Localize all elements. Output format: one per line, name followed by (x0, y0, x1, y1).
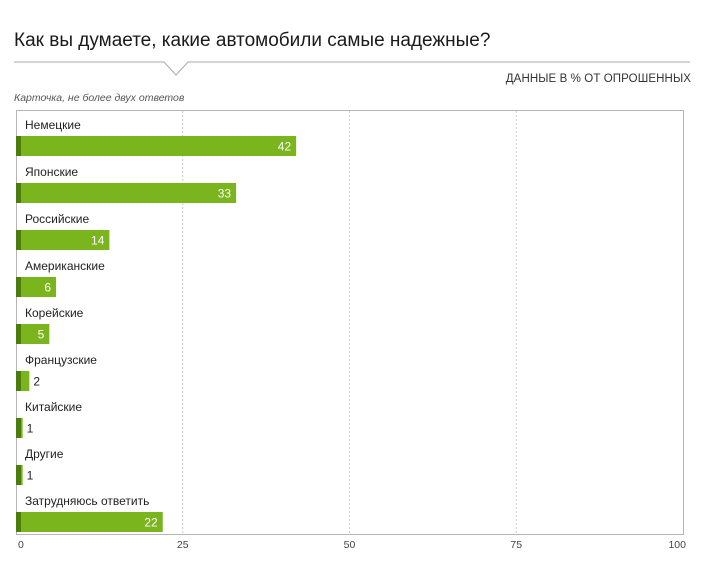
x-tick-label: 75 (510, 539, 522, 551)
value-label: 22 (144, 516, 158, 530)
value-label: 1 (27, 469, 34, 483)
value-label: 6 (44, 281, 51, 295)
category-label: Немецкие (25, 118, 81, 132)
x-axis-ticks: 0 25 50 75 100 (18, 539, 686, 551)
bar-accent (16, 512, 21, 532)
bar (16, 512, 163, 532)
bar-accent (16, 371, 21, 391)
value-label: 14 (91, 234, 105, 248)
card-note: Карточка, не более двух ответов (14, 92, 185, 104)
category-label: Затрудняюсь ответить (25, 494, 149, 508)
grid-lines (182, 111, 517, 534)
bar (16, 324, 50, 344)
value-label: 33 (218, 187, 232, 201)
value-label: 1 (27, 422, 34, 436)
category-label: Японские (25, 165, 78, 179)
header-divider (14, 61, 690, 76)
bar-accent (16, 465, 21, 485)
page-title: Как вы думаете, какие автомобили самые н… (14, 30, 491, 51)
x-tick-label: 25 (177, 539, 189, 551)
plot-frame (16, 110, 684, 535)
category-label: Другие (25, 447, 64, 461)
category-label: Китайские (25, 400, 82, 414)
x-tick-label: 50 (344, 539, 356, 551)
category-label: Французские (25, 353, 97, 367)
bar (16, 230, 110, 250)
bar-accent (16, 277, 21, 297)
category-label: Корейские (25, 306, 84, 320)
bar (16, 277, 57, 297)
value-label: 5 (38, 328, 45, 342)
bar-accent (16, 136, 21, 156)
x-tick-label: 0 (18, 539, 24, 551)
bar (16, 183, 237, 203)
value-label: 42 (278, 140, 292, 154)
category-label: Российские (25, 212, 90, 226)
bar-accent (16, 324, 21, 344)
bar (16, 136, 297, 156)
category-label: Американские (25, 259, 105, 273)
value-label: 2 (33, 375, 40, 389)
bar-accent (16, 230, 21, 250)
units-note: ДАННЫЕ В % ОТ ОПРОШЕННЫХ (505, 73, 691, 85)
bar-accent (16, 418, 21, 438)
bar-accent (16, 183, 21, 203)
x-tick-label: 100 (668, 539, 686, 551)
